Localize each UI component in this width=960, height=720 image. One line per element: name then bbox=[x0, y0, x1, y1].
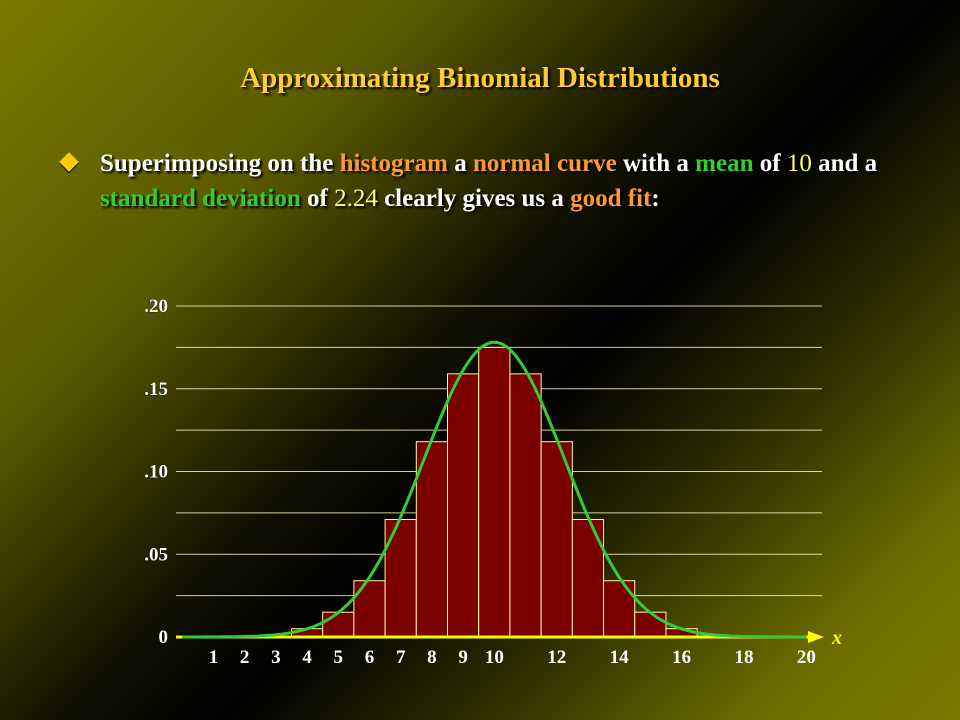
x-tick-label: 16 bbox=[672, 647, 691, 668]
y-tick-label: 0 bbox=[159, 627, 169, 648]
x-tick-label: 14 bbox=[610, 647, 630, 668]
histogram-bar bbox=[447, 373, 480, 638]
x-tick-label: 6 bbox=[365, 647, 375, 668]
x-tick-label: 2 bbox=[240, 647, 250, 668]
x-tick-label: 8 bbox=[427, 647, 437, 668]
histogram-bar bbox=[509, 373, 542, 638]
x-axis-arrow-icon bbox=[808, 631, 824, 643]
bullet-text-part: with a bbox=[616, 150, 696, 177]
x-axis-label: x bbox=[831, 627, 842, 649]
bullet-text-part: a bbox=[447, 150, 473, 177]
bullet-text-part: and a bbox=[811, 150, 878, 177]
histogram-bars bbox=[290, 346, 698, 638]
histogram-bar bbox=[322, 611, 355, 638]
y-tick-label: .15 bbox=[144, 379, 168, 400]
bullet-text-part: mean bbox=[695, 150, 754, 177]
x-tick-label: 9 bbox=[458, 647, 468, 668]
histogram-bar bbox=[540, 441, 573, 638]
histogram-bar bbox=[415, 441, 449, 638]
histogram-bar bbox=[571, 518, 605, 638]
x-axis: x bbox=[176, 627, 842, 649]
y-tick-label: .05 bbox=[144, 544, 168, 565]
bullet-text-part: histogram bbox=[339, 150, 448, 177]
x-tick-label: 18 bbox=[734, 647, 753, 668]
y-tick-labels: 0 .05 .10 .15 .20 bbox=[144, 296, 169, 649]
histogram-bar bbox=[634, 611, 667, 638]
slide-title: Approximating Binomial Distributions bbox=[240, 62, 720, 94]
x-tick-label: 1 bbox=[209, 647, 219, 668]
x-tick-label: 3 bbox=[271, 647, 281, 668]
histogram-bar bbox=[603, 580, 636, 638]
x-tick-label: 12 bbox=[547, 647, 566, 668]
bullet-text-part: good fit bbox=[570, 185, 652, 212]
bullet-text-part: 10 bbox=[786, 150, 812, 177]
normal-curve-layer bbox=[182, 340, 807, 639]
bullet-text-part: of bbox=[753, 150, 787, 177]
bullet-text-part: clearly gives us a bbox=[377, 185, 571, 212]
x-tick-label: 4 bbox=[302, 647, 312, 668]
x-tick-label: 20 bbox=[797, 647, 816, 668]
histogram-bar bbox=[353, 580, 386, 638]
bullet-text-part: : bbox=[651, 185, 660, 212]
y-tick-label: .20 bbox=[144, 296, 168, 317]
bullet-text: Superimposing on the histogram a normal … bbox=[100, 146, 912, 216]
bullet-text-part: Superimposing on the bbox=[100, 150, 340, 177]
x-tick-label: 5 bbox=[334, 647, 344, 668]
bullet-text-part: 2.24 bbox=[334, 185, 378, 212]
bullet-text-part: normal curve bbox=[472, 150, 617, 177]
normal-curve bbox=[182, 340, 807, 639]
bullet-text-part: of bbox=[300, 185, 335, 212]
y-tick-label: .10 bbox=[144, 462, 168, 483]
x-tick-label: 10 bbox=[485, 647, 504, 668]
histogram-bar bbox=[478, 346, 511, 638]
x-tick-label: 7 bbox=[396, 647, 406, 668]
bullet-point: Superimposing on the histogram a normal … bbox=[59, 146, 912, 216]
bullet-text-part: standard deviation bbox=[100, 185, 301, 212]
x-tick-labels: 1 2 3 4 5 6 7 8 9 10 12 14 16 18 20 bbox=[209, 647, 816, 668]
